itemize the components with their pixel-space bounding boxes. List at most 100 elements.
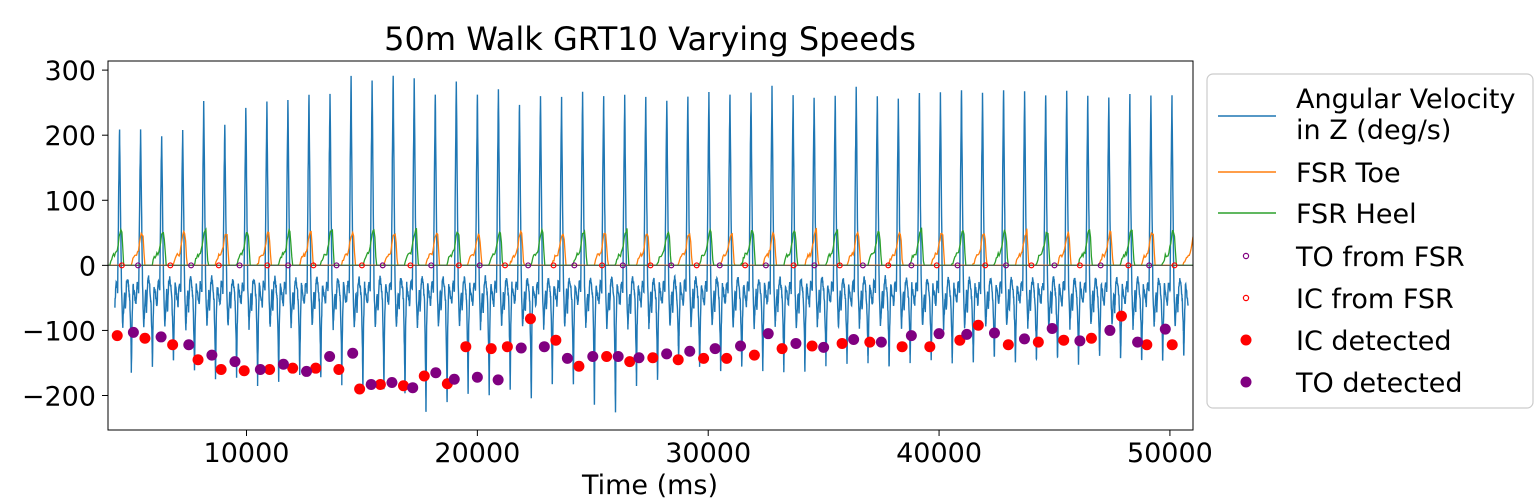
- ic-detected-marker: [1058, 334, 1070, 346]
- ic-from-fsr-marker: [264, 262, 271, 269]
- to-detected-marker: [1104, 324, 1116, 336]
- ic-detected-marker: [864, 336, 876, 348]
- to-detected-marker: [386, 376, 398, 388]
- to-detected-marker: [301, 365, 313, 377]
- ic-detected-marker: [698, 352, 710, 364]
- ic-detected-marker: [550, 334, 562, 346]
- legend-swatch-hollow-marker: [1242, 252, 1250, 260]
- ic-from-fsr-marker: [310, 262, 317, 269]
- y-tick-label: 0: [79, 251, 96, 282]
- to-from-fsr-marker: [1146, 262, 1153, 269]
- ic-from-fsr-marker: [215, 262, 222, 269]
- to-detected-marker: [818, 341, 830, 353]
- to-detected-marker: [848, 334, 860, 346]
- legend-label: TO detected: [1295, 368, 1462, 399]
- ic-from-fsr-marker: [693, 262, 700, 269]
- to-detected-marker: [587, 350, 599, 362]
- legend-label: TO from FSR: [1295, 242, 1465, 273]
- x-tick-label: 40000: [896, 438, 982, 469]
- to-detected-marker: [633, 352, 645, 364]
- legend-swatch-marker: [1240, 334, 1252, 346]
- to-detected-marker: [1132, 336, 1144, 348]
- to-from-fsr-marker: [379, 262, 386, 269]
- legend-label: in Z (deg/s): [1296, 115, 1451, 146]
- ic-detected-marker: [139, 332, 151, 344]
- to-from-fsr-marker: [762, 262, 769, 269]
- legend: Angular Velocity in Z (deg/s) FSR Toe FSR …: [1206, 73, 1534, 409]
- legend-label: IC from FSR: [1296, 284, 1454, 315]
- ic-detected-marker: [1032, 336, 1044, 348]
- ic-detected-marker: [111, 330, 123, 342]
- to-detected-marker: [430, 367, 442, 379]
- ic-detected-marker: [573, 360, 585, 372]
- ic-from-fsr-marker: [647, 262, 654, 269]
- to-detected-marker: [561, 352, 573, 364]
- to-detected-marker: [612, 350, 624, 362]
- ic-detected-marker: [748, 349, 760, 361]
- ic-from-fsr-marker: [599, 262, 606, 269]
- ic-detected-marker: [215, 363, 227, 375]
- to-from-fsr-marker: [908, 262, 915, 269]
- legend-label: Angular Velocity: [1296, 84, 1516, 115]
- to-from-fsr-marker: [188, 262, 195, 269]
- ic-from-fsr-marker: [455, 262, 462, 269]
- to-detected-marker: [471, 371, 483, 383]
- ic-from-fsr-marker: [1171, 262, 1178, 269]
- y-tick-label: 100: [44, 186, 96, 217]
- ic-detected-marker: [524, 313, 536, 325]
- to-detected-marker: [155, 331, 167, 343]
- to-detected-marker: [492, 374, 504, 386]
- ic-from-fsr-marker: [550, 262, 557, 269]
- ic-detected-marker: [1141, 339, 1153, 351]
- ic-detected-marker: [418, 370, 430, 382]
- ic-from-fsr-marker: [1076, 262, 1083, 269]
- to-from-fsr-marker: [859, 262, 866, 269]
- to-from-fsr-marker: [954, 262, 961, 269]
- axis-ticks: 10000 20000 30000 40000 50000 −200 −100 0 100 200…: [22, 56, 1213, 469]
- series-layer: [108, 75, 1193, 413]
- ic-detected-marker: [501, 341, 513, 353]
- to-detected-marker: [127, 326, 139, 338]
- to-detected-marker: [933, 328, 945, 340]
- to-from-fsr-marker: [135, 262, 142, 269]
- ic-detected-marker: [672, 354, 684, 366]
- to-detected-marker: [961, 328, 973, 340]
- to-detected-marker: [735, 340, 747, 352]
- to-detected-marker: [1159, 323, 1171, 335]
- ic-from-fsr-marker: [836, 262, 843, 269]
- ic-from-fsr-marker: [933, 262, 940, 269]
- series-line-angular-velocity: [114, 75, 1189, 413]
- legend-swatch-hollow-marker: [1242, 294, 1250, 302]
- to-detected-marker: [1074, 335, 1086, 347]
- ic-detected-marker: [776, 343, 788, 355]
- ic-detected-marker: [601, 350, 613, 362]
- ic-from-fsr-marker: [1028, 262, 1035, 269]
- to-detected-marker: [254, 363, 266, 375]
- ic-detected-marker: [806, 340, 818, 352]
- y-tick-label: −200: [22, 382, 96, 413]
- to-from-fsr-marker: [525, 262, 532, 269]
- ic-detected-marker: [485, 343, 497, 355]
- legend-swatch-marker: [1240, 376, 1252, 388]
- ic-detected-marker: [1085, 332, 1097, 344]
- to-detected-marker: [206, 349, 218, 361]
- to-from-fsr-marker: [476, 262, 483, 269]
- to-detected-marker: [183, 339, 195, 351]
- ic-from-fsr-marker: [118, 262, 125, 269]
- ic-detected-marker: [1166, 339, 1178, 351]
- ic-from-fsr-marker: [742, 262, 749, 269]
- ic-from-fsr-marker: [502, 262, 509, 269]
- ic-from-fsr-marker: [885, 262, 892, 269]
- legend-label: IC detected: [1296, 326, 1452, 357]
- to-detected-marker: [790, 337, 802, 349]
- ic-detected-marker: [924, 341, 936, 353]
- to-from-fsr-marker: [428, 262, 435, 269]
- to-detected-marker: [875, 336, 887, 348]
- legend-label: FSR Heel: [1296, 199, 1417, 230]
- x-tick-label: 50000: [1127, 438, 1213, 469]
- y-tick-label: −100: [22, 316, 96, 347]
- to-detected-marker: [407, 382, 419, 394]
- to-from-fsr-marker: [811, 262, 818, 269]
- to-detected-marker: [1018, 333, 1030, 345]
